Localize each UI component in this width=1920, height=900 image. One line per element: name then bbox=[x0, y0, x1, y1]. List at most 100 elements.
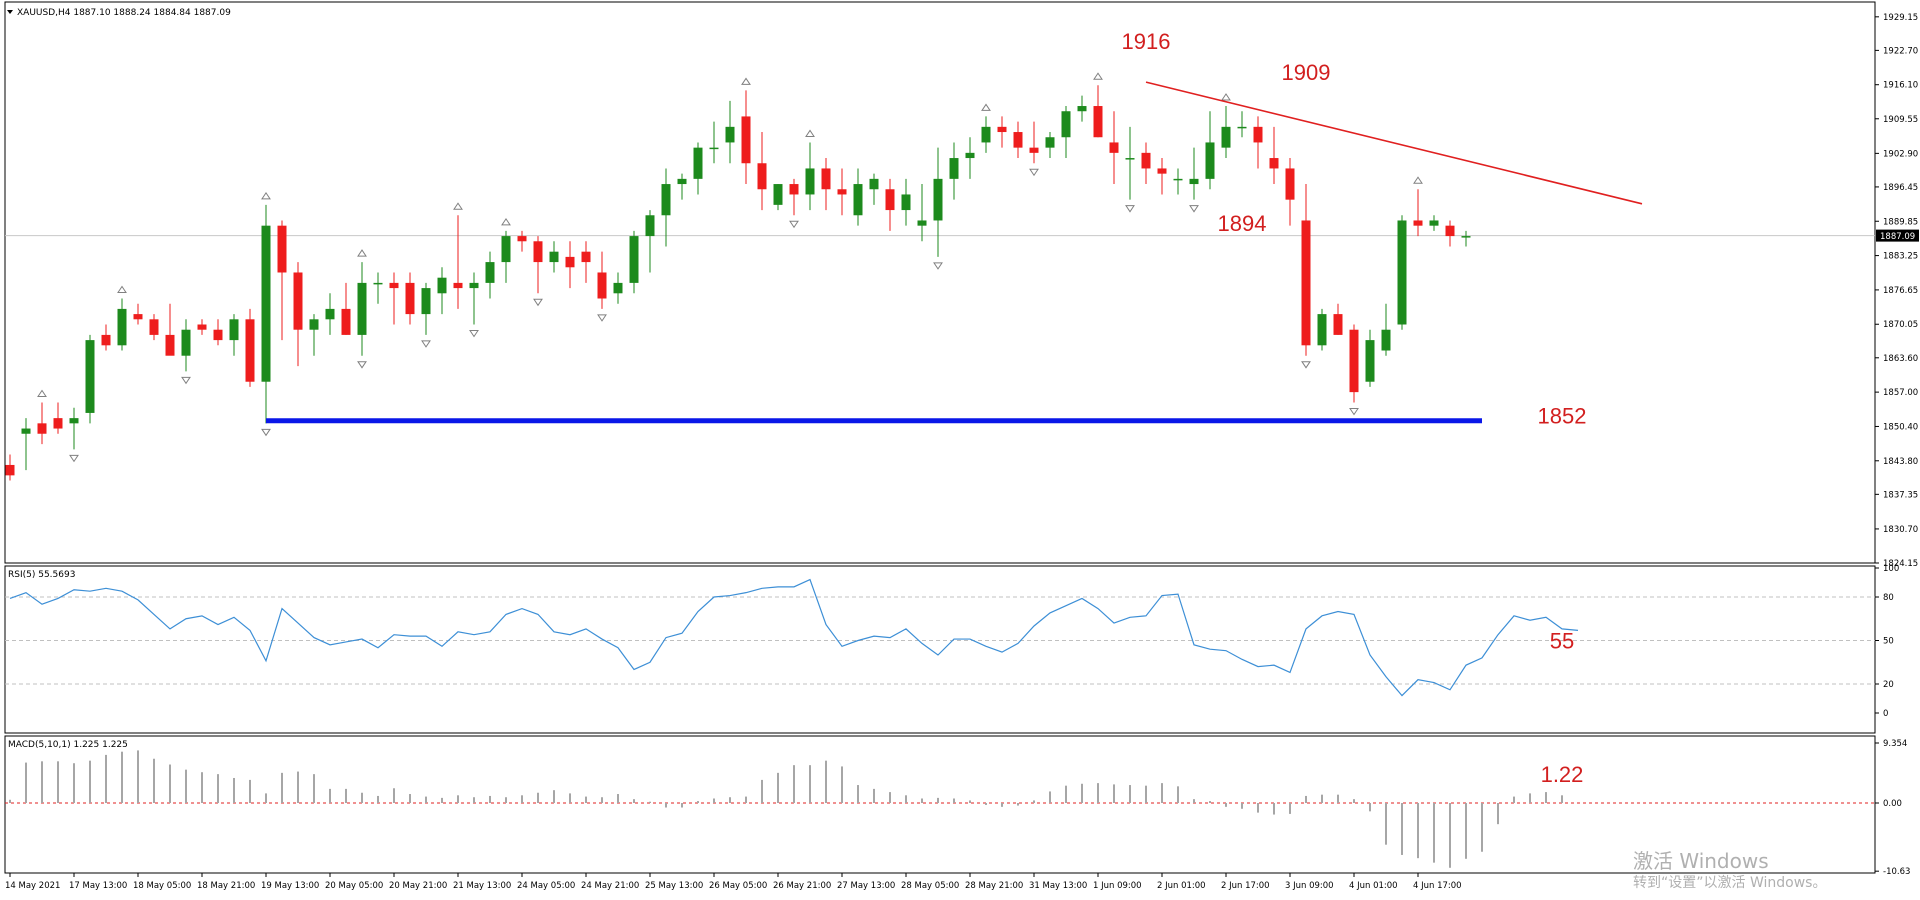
fractal-up-arrow bbox=[981, 103, 991, 111]
candle-body bbox=[773, 184, 783, 205]
fractal-down-arrow bbox=[357, 361, 367, 369]
time-tick-label: 14 May 2021 bbox=[5, 881, 60, 891]
price-tick-label: 1889.85 bbox=[1883, 217, 1918, 227]
candle-body bbox=[5, 464, 15, 476]
price-tick-label: 1916.10 bbox=[1883, 81, 1918, 91]
fractal-down-arrow bbox=[1125, 205, 1135, 213]
candle-body bbox=[437, 277, 447, 294]
time-tick-label: 17 May 13:00 bbox=[69, 881, 127, 891]
macd-tick-label: 9.354 bbox=[1883, 739, 1907, 749]
price-tick-label: 1837.35 bbox=[1883, 490, 1918, 500]
menu-triangle-icon[interactable] bbox=[7, 10, 13, 14]
grid-lines bbox=[5, 596, 1875, 804]
candle-body bbox=[485, 262, 495, 283]
fractal-up-arrow bbox=[1413, 176, 1423, 184]
price-tick-label: 1896.45 bbox=[1883, 183, 1918, 193]
price-annotation: 1916 bbox=[1122, 29, 1171, 54]
price-tick-label: 1850.40 bbox=[1883, 422, 1918, 432]
candle-body bbox=[725, 126, 735, 143]
macd-annotation: 1.22 bbox=[1541, 762, 1584, 787]
candle-body bbox=[1429, 220, 1439, 226]
candle-body bbox=[709, 147, 719, 150]
macd-header: MACD(5,10,1) 1.225 1.225 bbox=[8, 740, 128, 750]
candle-body bbox=[85, 340, 95, 413]
candle-body bbox=[821, 168, 831, 190]
time-tick-label: 18 May 05:00 bbox=[133, 881, 191, 891]
pane-frames bbox=[4, 1, 1876, 874]
time-tick-label: 1 Jun 09:00 bbox=[1093, 881, 1142, 891]
candle-body bbox=[245, 319, 255, 382]
time-tick-label: 2 Jun 17:00 bbox=[1221, 881, 1270, 891]
candlestick-series bbox=[5, 85, 1471, 481]
price-tick-label: 1830.70 bbox=[1883, 525, 1918, 535]
time-tick-label: 26 May 21:00 bbox=[773, 881, 831, 891]
candle-body bbox=[1093, 106, 1103, 138]
candle-body bbox=[581, 251, 591, 263]
pane-frame-1 bbox=[4, 1, 1876, 564]
time-tick-label: 31 May 13:00 bbox=[1029, 881, 1087, 891]
rsi-annotation: 55 bbox=[1550, 629, 1574, 654]
rsi-tick-label: 100 bbox=[1883, 564, 1899, 574]
fractal-up-arrow bbox=[357, 249, 367, 257]
candle-body bbox=[405, 282, 415, 315]
fractal-up-arrow bbox=[261, 191, 271, 200]
candle-body bbox=[165, 334, 175, 356]
fractal-down-arrow bbox=[1029, 168, 1039, 177]
candle-body bbox=[965, 152, 975, 159]
time-tick-label: 19 May 13:00 bbox=[261, 881, 319, 891]
price-tick-label: 1863.60 bbox=[1883, 354, 1918, 364]
candle-body bbox=[1013, 132, 1023, 148]
candle-body bbox=[1221, 126, 1231, 148]
candle-body bbox=[1285, 168, 1295, 200]
candle-body bbox=[357, 282, 367, 335]
fractal-up-arrow bbox=[117, 285, 127, 293]
macd-histogram bbox=[9, 750, 1563, 868]
time-tick-label: 27 May 13:00 bbox=[837, 881, 895, 891]
price-tick-label: 1909.55 bbox=[1883, 115, 1918, 125]
candle-body bbox=[117, 308, 127, 346]
price-tick-label: 1824.15 bbox=[1883, 559, 1918, 569]
watermark-line2: 转到“设置”以激活 Windows。 bbox=[1633, 874, 1826, 891]
candle-body bbox=[37, 423, 47, 434]
candle-body bbox=[677, 178, 687, 185]
candle-body bbox=[805, 168, 815, 195]
fractal-down-arrow bbox=[933, 262, 943, 270]
candle-body bbox=[1173, 178, 1183, 181]
time-tick-label: 20 May 05:00 bbox=[325, 881, 383, 891]
candle-body bbox=[517, 236, 527, 242]
candle-body bbox=[1381, 329, 1391, 351]
candle-body bbox=[197, 324, 207, 330]
candle-body bbox=[757, 163, 767, 190]
candle-body bbox=[1237, 126, 1247, 129]
candle-body bbox=[981, 126, 991, 143]
rsi-tick-label: 80 bbox=[1883, 593, 1894, 603]
price-tick-label: 1870.05 bbox=[1883, 320, 1918, 330]
fractal-up-arrow bbox=[501, 217, 511, 226]
candle-body bbox=[661, 184, 671, 216]
candle-body bbox=[229, 319, 239, 341]
candle-body bbox=[597, 272, 607, 299]
price-tick-label: 1902.90 bbox=[1883, 149, 1918, 159]
fractal-markers bbox=[37, 72, 1423, 463]
price-annotation: 1894 bbox=[1218, 211, 1267, 236]
candle-body bbox=[1269, 158, 1279, 169]
pane-frame-3 bbox=[4, 735, 1876, 874]
candle-body bbox=[1413, 220, 1423, 226]
candle-body bbox=[1045, 137, 1055, 148]
time-tick-label: 25 May 13:00 bbox=[645, 881, 703, 891]
time-tick-label: 21 May 13:00 bbox=[453, 881, 511, 891]
candle-body bbox=[293, 272, 303, 330]
time-tick-label: 28 May 05:00 bbox=[901, 881, 959, 891]
rsi-header: RSI(5) 55.5693 bbox=[8, 570, 75, 580]
annotations: 1916 1909 1894 1852 55 1.22 bbox=[1122, 29, 1587, 787]
candle-body bbox=[69, 418, 79, 424]
candle-body bbox=[1365, 340, 1375, 382]
main-chart-header: XAUUSD,H4 1887.10 1888.24 1884.84 1887.0… bbox=[17, 8, 231, 18]
time-tick-label: 24 May 05:00 bbox=[517, 881, 575, 891]
price-annotation: 1909 bbox=[1282, 60, 1331, 85]
candle-body bbox=[949, 158, 959, 179]
candle-body bbox=[1205, 142, 1215, 179]
current-price-label: 1887.09 bbox=[1880, 232, 1915, 242]
candle-body bbox=[645, 215, 655, 237]
time-axis: 14 May 2021 17 May 13:00 18 May 05:00 18 Ma… bbox=[5, 873, 1462, 891]
